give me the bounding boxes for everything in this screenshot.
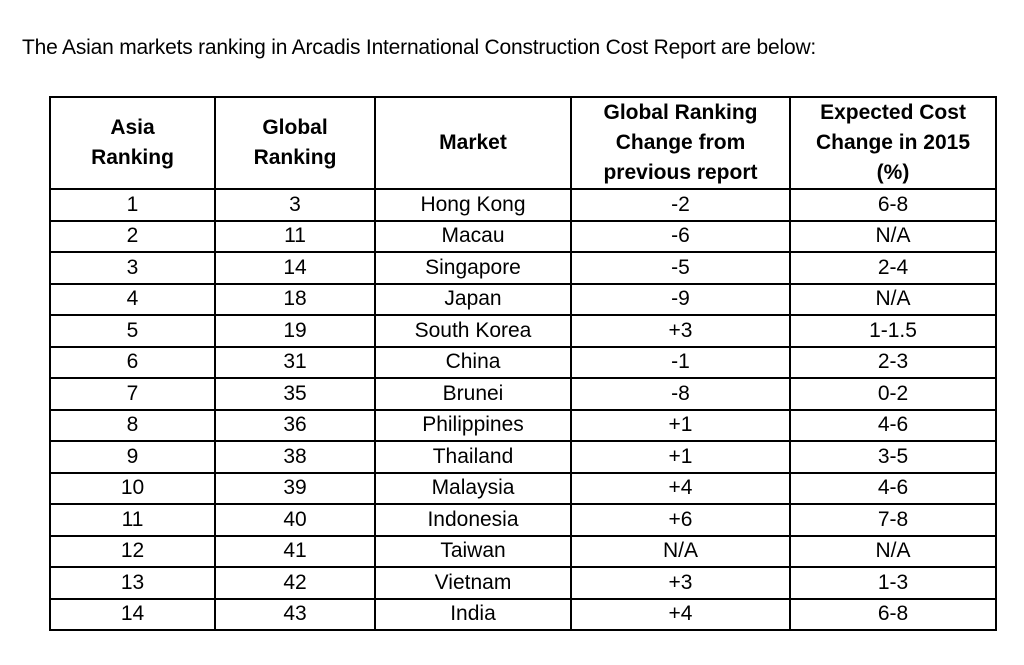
- cost-change-cell: 6-8: [789, 188, 997, 222]
- table-row: 11 40 Indonesia +6 7-8: [49, 503, 997, 537]
- asia-ranking-cell: 13: [49, 566, 216, 600]
- global-ranking-cell: 43: [214, 597, 376, 631]
- asia-ranking-cell: 12: [49, 534, 216, 568]
- cost-change-cell: 2-4: [789, 251, 997, 285]
- market-cell: Macau: [374, 219, 572, 253]
- asia-ranking-cell: 2: [49, 219, 216, 253]
- ranking-change-cell: -2: [570, 188, 791, 222]
- header-cost-change: Expected Cost Change in 2015 (%): [789, 96, 997, 190]
- market-cell: Singapore: [374, 251, 572, 285]
- global-ranking-cell: 36: [214, 408, 376, 442]
- global-ranking-cell: 39: [214, 471, 376, 505]
- table-row: 8 36 Philippines +1 4-6: [49, 408, 997, 442]
- table-row: 6 31 China -1 2-3: [49, 345, 997, 379]
- ranking-change-cell: +1: [570, 440, 791, 474]
- ranking-change-cell: +1: [570, 408, 791, 442]
- table-row: 7 35 Brunei -8 0-2: [49, 377, 997, 411]
- market-cell: India: [374, 597, 572, 631]
- table-row: 10 39 Malaysia +4 4-6: [49, 471, 997, 505]
- table-row: 13 42 Vietnam +3 1-3: [49, 566, 997, 600]
- table-row: 14 43 India +4 6-8: [49, 597, 997, 631]
- global-ranking-cell: 11: [214, 219, 376, 253]
- market-cell: Brunei: [374, 377, 572, 411]
- ranking-change-cell: -6: [570, 219, 791, 253]
- cost-change-cell: 3-5: [789, 440, 997, 474]
- asia-ranking-cell: 7: [49, 377, 216, 411]
- ranking-change-cell: N/A: [570, 534, 791, 568]
- global-ranking-cell: 40: [214, 503, 376, 537]
- global-ranking-cell: 3: [214, 188, 376, 222]
- cost-change-cell: 2-3: [789, 345, 997, 379]
- cost-change-cell: N/A: [789, 282, 997, 316]
- global-ranking-cell: 14: [214, 251, 376, 285]
- cost-change-cell: 7-8: [789, 503, 997, 537]
- market-cell: Hong Kong: [374, 188, 572, 222]
- market-cell: Philippines: [374, 408, 572, 442]
- cost-change-cell: 4-6: [789, 471, 997, 505]
- asia-ranking-cell: 4: [49, 282, 216, 316]
- global-ranking-cell: 38: [214, 440, 376, 474]
- asia-ranking-cell: 1: [49, 188, 216, 222]
- asia-ranking-cell: 3: [49, 251, 216, 285]
- asian-markets-table: Asia Ranking Global Ranking Market Globa…: [49, 96, 997, 631]
- cost-change-cell: 1-1.5: [789, 314, 997, 348]
- cost-change-cell: 4-6: [789, 408, 997, 442]
- market-cell: Malaysia: [374, 471, 572, 505]
- asia-ranking-cell: 11: [49, 503, 216, 537]
- asia-ranking-cell: 9: [49, 440, 216, 474]
- global-ranking-cell: 31: [214, 345, 376, 379]
- cost-change-cell: N/A: [789, 534, 997, 568]
- market-cell: Indonesia: [374, 503, 572, 537]
- asia-ranking-cell: 8: [49, 408, 216, 442]
- header-asia-ranking: Asia Ranking: [49, 96, 216, 190]
- market-cell: China: [374, 345, 572, 379]
- ranking-change-cell: -1: [570, 345, 791, 379]
- table-row: 2 11 Macau -6 N/A: [49, 219, 997, 253]
- cost-change-cell: N/A: [789, 219, 997, 253]
- table-row: 5 19 South Korea +3 1-1.5: [49, 314, 997, 348]
- table-row: 3 14 Singapore -5 2-4: [49, 251, 997, 285]
- intro-text: The Asian markets ranking in Arcadis Int…: [22, 36, 817, 59]
- ranking-change-cell: +4: [570, 597, 791, 631]
- cost-change-cell: 6-8: [789, 597, 997, 631]
- ranking-change-cell: -5: [570, 251, 791, 285]
- table-row: 9 38 Thailand +1 3-5: [49, 440, 997, 474]
- global-ranking-cell: 18: [214, 282, 376, 316]
- header-market: Market: [374, 96, 572, 190]
- ranking-change-cell: +6: [570, 503, 791, 537]
- header-global-ranking: Global Ranking: [214, 96, 376, 190]
- ranking-change-cell: -8: [570, 377, 791, 411]
- global-ranking-cell: 19: [214, 314, 376, 348]
- global-ranking-cell: 35: [214, 377, 376, 411]
- market-cell: Thailand: [374, 440, 572, 474]
- table-row: 1 3 Hong Kong -2 6-8: [49, 188, 997, 222]
- asia-ranking-cell: 5: [49, 314, 216, 348]
- ranking-change-cell: +3: [570, 566, 791, 600]
- asia-ranking-cell: 6: [49, 345, 216, 379]
- ranking-change-cell: +4: [570, 471, 791, 505]
- asia-ranking-cell: 10: [49, 471, 216, 505]
- market-cell: Vietnam: [374, 566, 572, 600]
- table-body: 1 3 Hong Kong -2 6-8 2 11 Macau -6 N/A 3 14 Singapor…: [49, 188, 997, 631]
- table-row: 4 18 Japan -9 N/A: [49, 282, 997, 316]
- market-cell: Taiwan: [374, 534, 572, 568]
- table-header-row: Asia Ranking Global Ranking Market Globa…: [49, 96, 997, 190]
- ranking-change-cell: -9: [570, 282, 791, 316]
- header-ranking-change: Global Ranking Change from previous repo…: [570, 96, 791, 190]
- cost-change-cell: 0-2: [789, 377, 997, 411]
- cost-change-cell: 1-3: [789, 566, 997, 600]
- table-row: 12 41 Taiwan N/A N/A: [49, 534, 997, 568]
- global-ranking-cell: 42: [214, 566, 376, 600]
- market-cell: Japan: [374, 282, 572, 316]
- asia-ranking-cell: 14: [49, 597, 216, 631]
- global-ranking-cell: 41: [214, 534, 376, 568]
- ranking-change-cell: +3: [570, 314, 791, 348]
- market-cell: South Korea: [374, 314, 572, 348]
